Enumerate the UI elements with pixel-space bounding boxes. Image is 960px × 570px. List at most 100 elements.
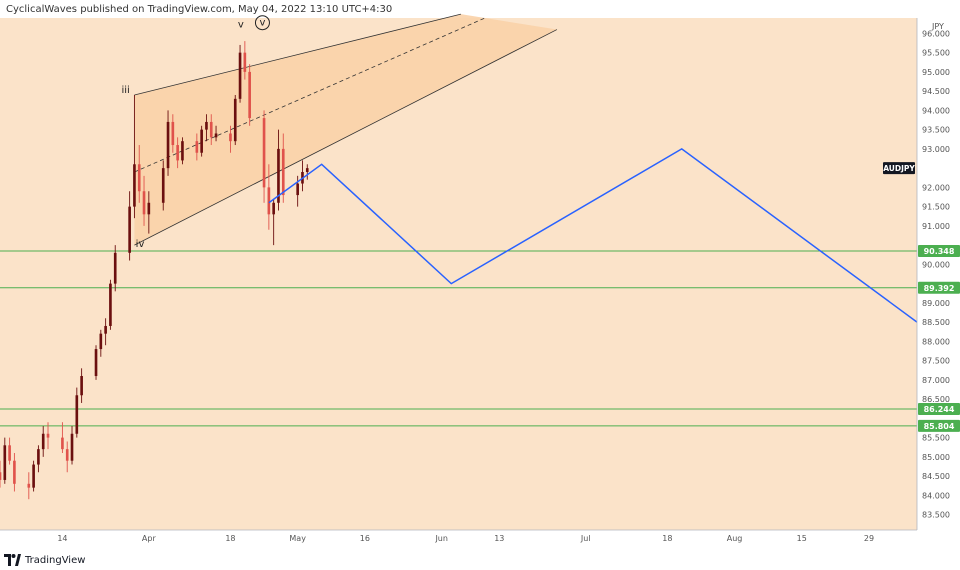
candle-body	[27, 483, 31, 488]
price-tick-label: 91.000	[922, 222, 950, 231]
level-price-label: 89.392	[924, 284, 955, 293]
price-tick-label: 95.000	[922, 68, 950, 77]
time-tick-label: Apr	[142, 534, 157, 543]
candle-body	[41, 433, 45, 450]
candle-body	[195, 141, 199, 153]
price-tick-label: 93.500	[922, 126, 950, 135]
time-tick-label: Aug	[727, 534, 743, 543]
time-tick-label: 14	[57, 534, 67, 543]
price-tick-label: 83.500	[922, 511, 950, 520]
price-tick-label: 84.500	[922, 472, 950, 481]
candle-body	[8, 445, 11, 461]
price-tick-label: 90.000	[922, 260, 950, 269]
wave-label-circle	[254, 15, 270, 31]
candle-body	[214, 133, 218, 138]
candle-body	[46, 433, 50, 438]
price-tick-label: 86.500	[922, 395, 950, 404]
price-tick-label: 88.000	[922, 337, 950, 346]
candle-body	[238, 52, 242, 99]
candle-body	[171, 121, 175, 146]
candle-body	[3, 445, 7, 480]
price-tick-label: 91.500	[922, 203, 950, 212]
price-tick-label: 96.000	[922, 29, 950, 38]
price-tick-label: 89.000	[922, 299, 950, 308]
candle-body	[205, 121, 208, 130]
time-axis-background	[0, 530, 960, 550]
candle-body	[181, 141, 184, 161]
price-tick-label: 85.500	[922, 434, 950, 443]
price-tick-label: 94.500	[922, 87, 950, 96]
candle-body	[104, 325, 107, 334]
tradingview-brand[interactable]: TradingView	[4, 552, 85, 568]
wave-label: v	[259, 18, 265, 29]
candle-body	[0, 472, 2, 480]
level-price-label: 90.348	[924, 247, 955, 256]
wave-label: v	[238, 20, 244, 31]
candle-body	[272, 202, 275, 215]
channel-upper-line	[134, 13, 461, 96]
time-tick-label: 13	[494, 534, 504, 543]
wave-label: iii	[121, 85, 129, 96]
projection-polyline	[268, 147, 918, 323]
price-tick-label: 85.000	[922, 453, 950, 462]
currency-label: JPY	[931, 22, 944, 31]
candle-body	[61, 437, 64, 450]
candle-body	[75, 395, 79, 434]
time-tick-label: May	[289, 534, 306, 543]
time-tick-label: 18	[662, 534, 672, 543]
candle-body	[109, 283, 112, 326]
channel-mid-dashed-line	[134, 17, 486, 173]
tradingview-logo-icon	[4, 554, 21, 566]
candle-body	[267, 187, 271, 215]
candle-body	[65, 449, 69, 461]
support-levels[interactable]	[0, 250, 917, 427]
price-axis-background	[917, 18, 960, 530]
symbol-badge	[883, 162, 915, 175]
projection-path[interactable]	[268, 147, 918, 323]
level-price-badge	[918, 402, 960, 415]
candle-body	[243, 52, 247, 72]
price-tick-label: 94.000	[922, 106, 950, 115]
time-tick-label: 18	[225, 534, 235, 543]
time-tick-label: 15	[797, 534, 807, 543]
candle-body	[128, 206, 131, 253]
candle-body	[13, 460, 16, 484]
candle-body	[32, 464, 35, 488]
symbol-label: AUDJPY	[883, 164, 915, 173]
candle-body	[147, 202, 151, 215]
candle-body	[137, 164, 141, 192]
price-tick-label: 87.000	[922, 376, 950, 385]
wave-labels: iii iv v v	[121, 15, 270, 250]
candle-body	[166, 121, 170, 169]
publisher-caption: CyclicalWaves published on TradingView.c…	[6, 4, 393, 15]
time-axis[interactable]: 14 Apr 18 May 16 Jun 13 Jul 18 Aug 15 29	[0, 529, 960, 550]
level-price-badge	[918, 281, 960, 294]
time-tick-label: 16	[360, 534, 370, 543]
candle-body	[209, 121, 213, 138]
candle-body	[305, 168, 309, 172]
candle-body	[133, 164, 136, 207]
brand-label: TradingView	[25, 554, 86, 566]
price-tick-label: 84.000	[922, 491, 950, 500]
time-tick-label: Jul	[580, 534, 591, 543]
candle-body	[281, 148, 285, 196]
candle-body	[200, 129, 203, 153]
candle-body	[80, 376, 83, 396]
candle-body	[262, 118, 266, 188]
time-tick-label: 29	[864, 534, 874, 543]
price-axis[interactable]: JPY83.50084.00084.50085.00085.50086.5008…	[883, 18, 960, 530]
price-tick-label: 88.500	[922, 318, 950, 327]
wave-label: iv	[136, 239, 145, 250]
channel-lower-line	[134, 29, 558, 246]
level-price-badge	[918, 419, 960, 432]
candle-body	[296, 183, 299, 196]
candle-body	[113, 252, 117, 284]
candle-body	[161, 168, 165, 203]
candle-body	[70, 433, 74, 461]
candle-body	[142, 191, 146, 215]
candle-body	[233, 98, 237, 142]
level-price-label: 86.244	[924, 405, 955, 414]
level-price-label: 85.804	[924, 422, 955, 431]
candle-body	[229, 133, 232, 142]
